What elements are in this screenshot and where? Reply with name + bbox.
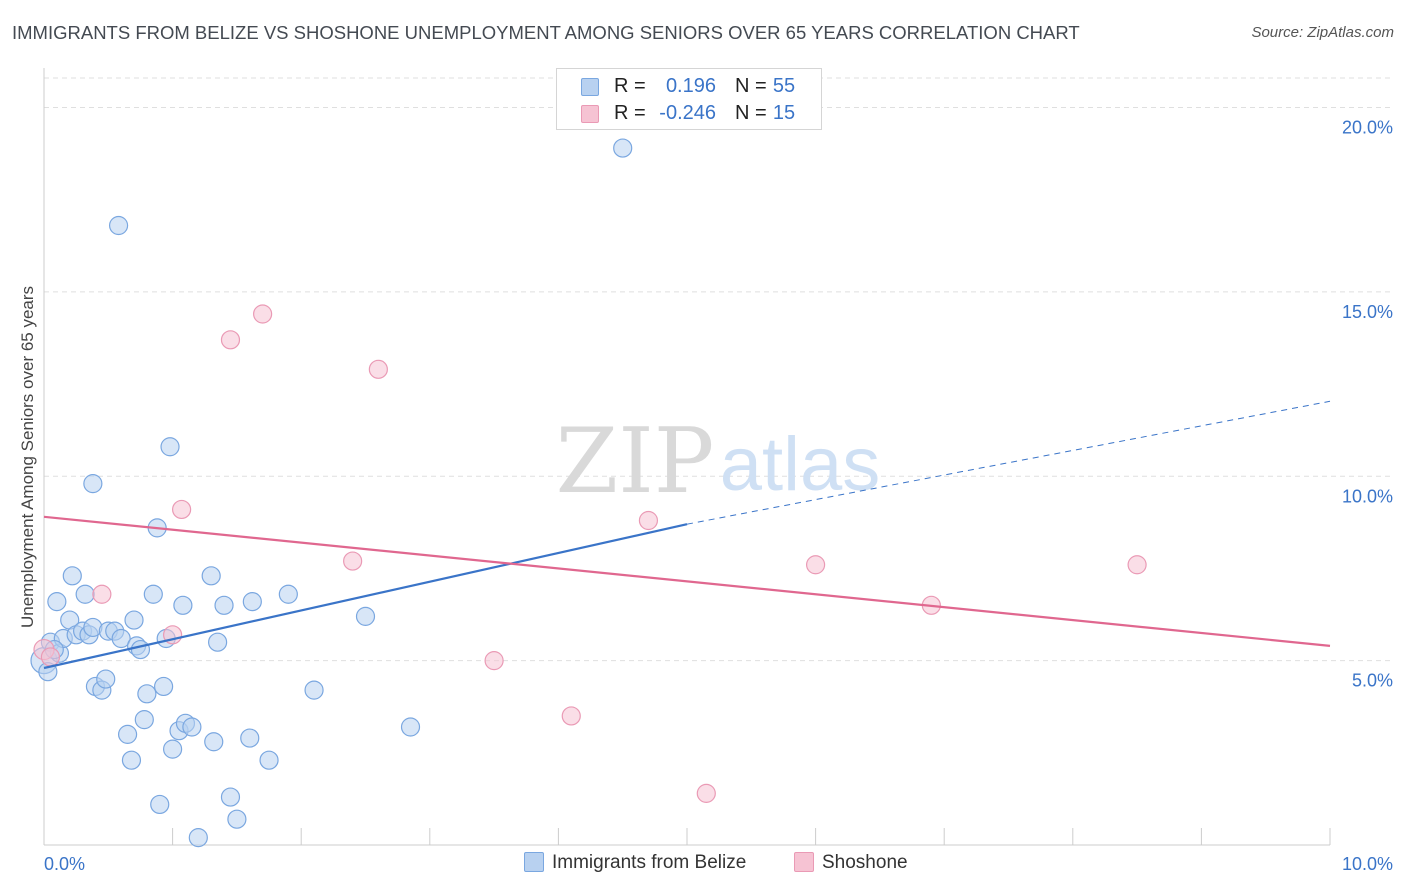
y-tick-label: 20.0%: [1342, 118, 1393, 138]
series-swatch-pink: [794, 852, 814, 872]
point-belize: [96, 669, 116, 689]
point-shoshone: [696, 783, 716, 803]
watermark-atlas: atlas: [720, 422, 881, 507]
point-belize: [259, 750, 279, 770]
series-legend-shoshone[interactable]: Shoshone: [794, 852, 908, 874]
point-shoshone: [561, 706, 581, 726]
point-belize: [204, 732, 224, 752]
series-swatch-blue: [524, 852, 544, 872]
point-belize: [240, 728, 260, 748]
chart-title: IMMIGRANTS FROM BELIZE VS SHOSHONE UNEMP…: [12, 22, 1080, 43]
watermark: ZIP atlas: [556, 409, 881, 514]
x-tick-label: 0.0%: [44, 854, 85, 874]
point-shoshone: [484, 651, 504, 671]
point-belize: [173, 595, 193, 615]
legend-n-label: N =: [735, 75, 767, 97]
point-belize: [188, 828, 208, 848]
trend-line-belize: [43, 523, 688, 670]
watermark-zip: ZIP: [556, 409, 715, 514]
axes: [43, 68, 1331, 846]
y-tick-label: 10.0%: [1342, 486, 1393, 506]
point-belize: [242, 592, 262, 612]
point-shoshone: [638, 510, 659, 531]
series-legend-belize[interactable]: Immigrants from Belize: [524, 852, 746, 874]
x-tick-label: 10.0%: [1342, 854, 1393, 874]
point-belize: [153, 676, 174, 697]
point-belize: [278, 584, 298, 604]
point-belize: [108, 215, 129, 236]
axis-labels: 5.0% 10.0% 15.0% 20.0% 0.0% 10.0% Unemployment…: [18, 118, 1393, 875]
legend-n-value: 15: [772, 102, 796, 124]
point-shoshone: [220, 330, 241, 350]
point-belize: [201, 566, 221, 586]
y-tick-label: 15.0%: [1342, 302, 1393, 322]
y-tick-label: 5.0%: [1352, 671, 1393, 691]
legend-n-value: 55: [772, 75, 796, 97]
point-shoshone: [172, 499, 192, 520]
legend-r-value: 0.196: [665, 75, 716, 97]
point-belize: [163, 739, 183, 759]
trend-line-shoshone: [43, 515, 1331, 647]
legend-row-belize: R = 0.196 N = 55: [557, 75, 823, 99]
legend-r-value: -0.246: [659, 102, 716, 124]
data-points: [30, 138, 1147, 848]
point-belize: [75, 584, 95, 604]
point-shoshone: [253, 304, 273, 324]
point-belize: [111, 628, 131, 649]
legend-r-label: R =: [614, 102, 646, 124]
point-belize: [613, 138, 633, 158]
point-belize: [220, 787, 241, 807]
legend-swatch-pink: [581, 105, 599, 123]
point-shoshone: [1127, 555, 1147, 575]
point-shoshone: [92, 584, 112, 604]
point-belize: [355, 606, 376, 626]
point-belize: [117, 724, 138, 744]
point-shoshone: [343, 551, 363, 571]
legend-row-shoshone: R = -0.246 N = 15: [557, 102, 823, 126]
trend-lines: [43, 400, 1331, 670]
point-belize: [121, 750, 142, 770]
y-axis-label: Unemployment Among Seniors over 65 years: [18, 286, 37, 628]
legend-swatch-blue: [581, 78, 599, 96]
point-shoshone: [805, 555, 826, 575]
series-label-shoshone: Shoshone: [822, 852, 908, 873]
point-belize: [160, 437, 180, 457]
point-belize: [214, 595, 234, 615]
point-belize: [130, 639, 151, 660]
point-belize: [83, 474, 103, 494]
grid-lines: [44, 77, 1393, 662]
point-belize: [124, 610, 144, 630]
point-belize: [62, 566, 82, 586]
point-shoshone: [40, 647, 61, 667]
point-belize: [134, 710, 154, 730]
legend-r-label: R =: [614, 75, 646, 97]
source-credit: Source: ZipAtlas.com: [1251, 24, 1394, 41]
series-label-belize: Immigrants from Belize: [552, 852, 747, 873]
series-legend: Immigrants from Belize Shoshone: [0, 852, 1406, 878]
point-belize: [47, 592, 67, 612]
point-shoshone: [368, 359, 388, 379]
point-belize: [150, 794, 170, 815]
point-belize: [137, 684, 157, 704]
point-belize: [143, 584, 163, 604]
point-belize: [304, 680, 324, 700]
stats-legend: R = 0.196 N = 55 R = -0.246 N = 15: [556, 68, 822, 130]
legend-n-label: N =: [735, 102, 767, 124]
point-belize: [182, 717, 202, 737]
point-belize: [400, 717, 421, 737]
point-belize: [227, 809, 247, 829]
point-belize: [208, 632, 228, 652]
